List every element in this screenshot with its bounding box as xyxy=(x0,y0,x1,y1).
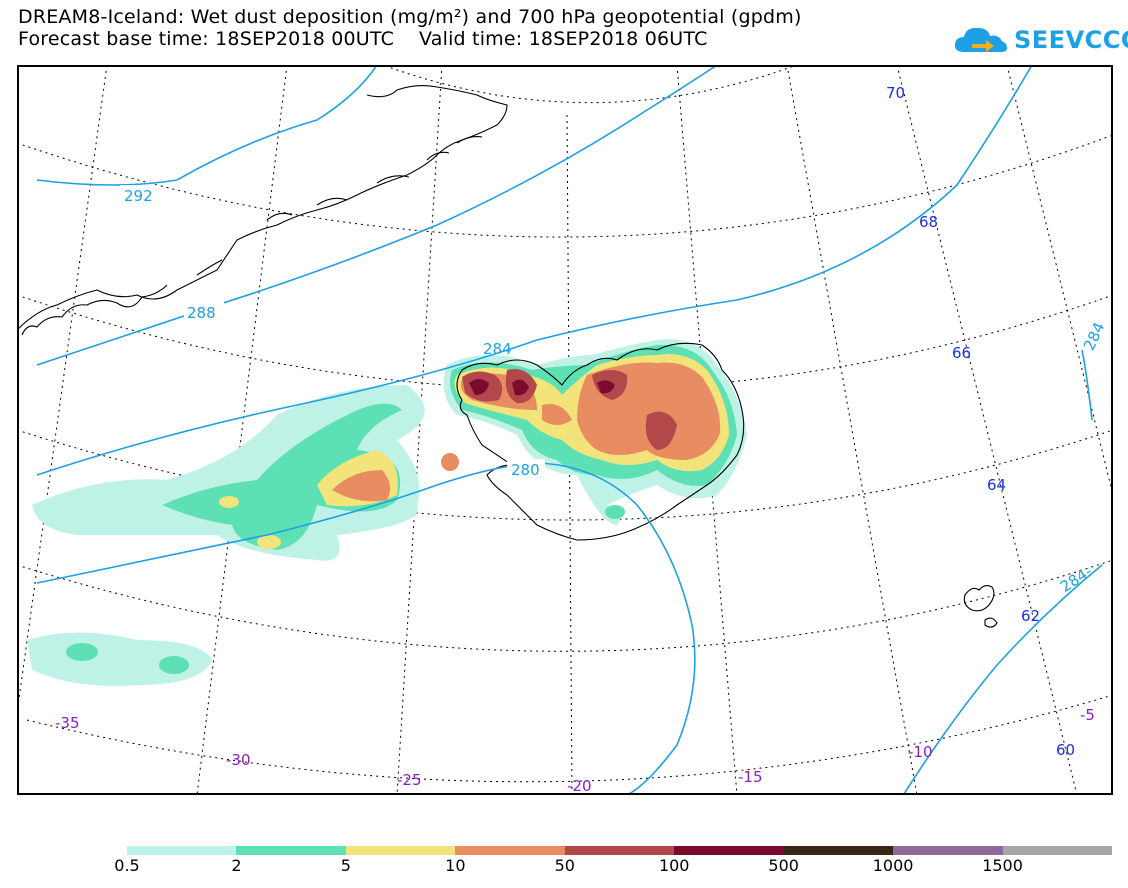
contour-284-east xyxy=(1081,349,1093,421)
contour-label-284-se: 284- xyxy=(1057,562,1095,596)
logo-text: SEEVCCC xyxy=(1014,26,1128,54)
contour-label-292: 292 xyxy=(124,187,153,205)
contour-284-se xyxy=(902,564,1103,795)
title-block: DREAM8-Iceland: Wet dust deposition (mg/… xyxy=(18,6,802,50)
contour-label-284-east: 284 xyxy=(1080,320,1108,354)
latitude-label-70: 70 xyxy=(886,84,905,102)
map-border xyxy=(17,65,1113,795)
colorbar-level-label: 0.5 xyxy=(114,856,140,875)
dust-southwest-2a xyxy=(66,643,98,661)
colorbar-swatch xyxy=(345,846,456,855)
iceland-coast xyxy=(456,342,745,541)
colorbar-level-label: 5 xyxy=(340,856,351,875)
dust-iceland-100 xyxy=(469,379,615,396)
latitude-label-60: 60 xyxy=(1056,741,1075,759)
colorbar-level-label: 1500 xyxy=(982,856,1023,875)
map-title: DREAM8-Iceland: Wet dust deposition (mg/… xyxy=(18,6,802,28)
colorbar-level-label: 10 xyxy=(445,856,466,875)
longitude-label-15: -15 xyxy=(738,768,763,786)
coastlines xyxy=(17,84,998,628)
dust-spot-small-2 xyxy=(257,535,281,549)
colorbar-swatch xyxy=(674,846,784,855)
colorbar-swatch xyxy=(893,846,1003,855)
contour-label-284: 284 xyxy=(483,340,512,358)
longitude-label-30: -30 xyxy=(226,751,251,769)
colorbar-labels: 0.5 2 5 10 50 100 500 1000 1500 xyxy=(0,856,1128,880)
contour-284 xyxy=(36,65,1033,476)
longitude-label-10: -10 xyxy=(908,743,933,761)
colorbar-swatch xyxy=(1002,846,1112,855)
dust-spot-iceland-west xyxy=(441,453,459,471)
dust-plume-west-2 xyxy=(162,403,402,550)
dust-plume-west-10 xyxy=(332,470,391,502)
greenland-coast-detail xyxy=(21,136,483,336)
faroe-islands xyxy=(963,584,998,628)
colorbar xyxy=(127,846,1112,855)
longitude-labels: -35 -30 -25 -20 -15 -10 -5 xyxy=(55,706,1095,795)
cloud-arrow-icon xyxy=(954,27,1007,52)
forecast-times: Forecast base time: 18SEP2018 00UTC Vali… xyxy=(18,28,708,50)
latitude-label-62: 62 xyxy=(1021,607,1040,625)
longitude-label-35: -35 xyxy=(55,714,80,732)
map-panel: 292 288 284 280 284 284- 70 68 66 64 62 … xyxy=(17,65,1113,795)
colorbar-swatch xyxy=(783,846,894,855)
colorbar-level-label: 50 xyxy=(554,856,575,875)
greenland-coast xyxy=(17,84,508,331)
longitude-label-20: -20 xyxy=(567,777,592,795)
latitude-label-68: 68 xyxy=(919,213,938,231)
colorbar-level-label: 2 xyxy=(231,856,242,875)
contour-label-280: 280 xyxy=(511,461,540,479)
contour-288 xyxy=(36,65,718,366)
latitude-labels: 70 68 66 64 62 60 xyxy=(886,84,1075,759)
contour-label-288: 288 xyxy=(187,304,216,322)
contour-292 xyxy=(36,65,378,186)
dust-spot-small xyxy=(219,496,239,508)
contour-280 xyxy=(36,462,696,795)
colorbar-swatch xyxy=(236,846,346,855)
colorbar-swatch xyxy=(455,846,565,855)
longitude-label-5: -5 xyxy=(1080,706,1095,724)
geopotential-contours xyxy=(36,65,1103,795)
colorbar-swatch xyxy=(127,846,237,855)
seevccc-logo: SEEVCCC xyxy=(952,22,1128,58)
colorbar-level-label: 1000 xyxy=(872,856,914,875)
latitude-label-66: 66 xyxy=(952,344,971,362)
longitude-label-25: -25 xyxy=(397,771,422,789)
dust-deposition-field xyxy=(27,339,747,686)
dust-southwest-2b xyxy=(159,656,189,674)
latitude-label-64: 64 xyxy=(987,476,1006,494)
dust-spot-iceland-south xyxy=(605,505,625,519)
colorbar-swatch xyxy=(564,846,675,855)
colorbar-level-label: 100 xyxy=(658,856,690,875)
colorbar-level-label: 500 xyxy=(768,856,799,875)
